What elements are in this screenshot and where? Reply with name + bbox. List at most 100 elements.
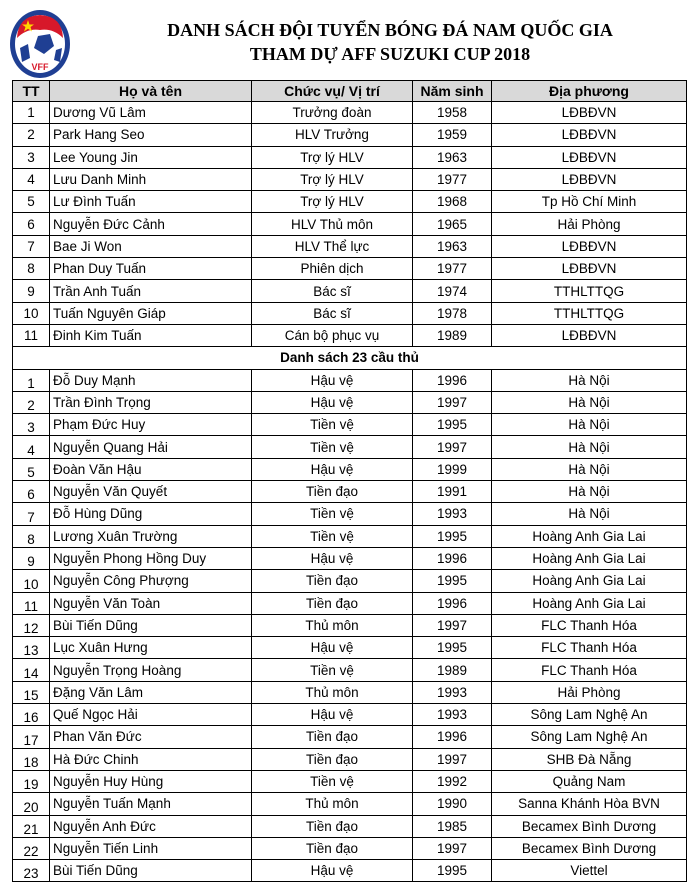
name-cell: Nguyễn Văn Toàn [49, 591, 252, 615]
name-cell: Bùi Tiến Dũng [49, 613, 252, 638]
location-cell: TTHLTTQG [491, 279, 687, 303]
role-cell: Hậu vệ [251, 546, 413, 571]
location-cell: FLC Thanh Hóa [491, 658, 687, 682]
role-cell: Thủ môn [251, 613, 413, 638]
location-cell: Hải Phòng [491, 680, 687, 705]
staff-row: 7 Bae Ji Won HLV Thể lực 1963 LĐBĐVN [12, 234, 687, 259]
birth-year-cell: 1963 [412, 145, 492, 169]
row-number-cell: 23 [12, 859, 50, 883]
row-number-cell: 4 [12, 167, 50, 192]
staff-row: 1 Dương Vũ Lâm Trưởng đoàn 1958 LĐBĐVN [12, 100, 687, 125]
birth-year-cell: 1993 [412, 502, 492, 526]
row-number-cell: 6 [12, 212, 50, 236]
row-number-cell: 11 [12, 591, 50, 615]
row-number-cell: 17 [12, 725, 50, 749]
document-title: DANH SÁCH ĐỘI TUYỂN BÓNG ĐÁ NAM QUỐC GIA… [90, 18, 690, 66]
section-label: Danh sách 23 cầu thủ [12, 346, 687, 370]
role-cell: Trợ lý HLV [251, 190, 413, 214]
name-cell: Park Hang Seo [49, 123, 252, 147]
name-cell: Lee Young Jin [49, 145, 252, 169]
row-number-cell: 11 [12, 323, 50, 348]
location-cell: Sanna Khánh Hòa BVN [491, 792, 687, 816]
player-row: 1 Đỗ Duy Mạnh Hậu vệ 1996 Hà Nội [12, 368, 687, 392]
location-cell: Hà Nội [491, 368, 687, 392]
row-number-cell: 3 [12, 145, 50, 169]
player-row: 3 Phạm Đức Huy Tiền vệ 1995 Hà Nội [12, 413, 687, 437]
header-year: Năm sinh [412, 80, 492, 102]
location-cell: LĐBĐVN [491, 145, 687, 169]
row-number-cell: 1 [12, 368, 50, 392]
name-cell: Phan Duy Tuấn [49, 257, 252, 281]
header-row: TT Họ và tên Chức vụ/ Vị trí Năm sinh Đị… [12, 80, 687, 102]
name-cell: Phan Văn Đức [49, 725, 252, 749]
staff-row: 5 Lư Đình Tuấn Trợ lý HLV 1968 Tp Hồ Chí Min… [12, 190, 687, 214]
role-cell: Trưởng đoàn [251, 100, 413, 125]
name-cell: Nguyễn Quang Hải [49, 435, 252, 459]
role-cell: Tiền vệ [251, 524, 413, 548]
player-row: 11 Nguyễn Văn Toàn Tiền đạo 1996 Hoàng Anh G… [12, 591, 687, 615]
row-number-cell: 9 [12, 546, 50, 571]
role-cell: Tiền vệ [251, 658, 413, 682]
location-cell: Hải Phòng [491, 212, 687, 236]
location-cell: SHB Đà Nẵng [491, 747, 687, 771]
staff-row: 11 Đinh Kim Tuấn Cán bộ phục vụ 1989 LĐBĐVN [12, 323, 687, 348]
staff-row: 2 Park Hang Seo HLV Trưởng 1959 LĐBĐVN [12, 123, 687, 147]
role-cell: Tiền đạo [251, 480, 413, 504]
birth-year-cell: 1989 [412, 658, 492, 682]
birth-year-cell: 1995 [412, 636, 492, 660]
birth-year-cell: 1996 [412, 591, 492, 615]
staff-row: 4 Lưu Danh Minh Trợ lý HLV 1977 LĐBĐVN [12, 167, 687, 192]
role-cell: Tiền đạo [251, 725, 413, 749]
birth-year-cell: 1996 [412, 725, 492, 749]
role-cell: Tiền vệ [251, 769, 413, 794]
name-cell: Bùi Tiến Dũng [49, 859, 252, 883]
role-cell: Tiền đạo [251, 814, 413, 838]
name-cell: Lương Xuân Trường [49, 524, 252, 548]
birth-year-cell: 1991 [412, 480, 492, 504]
location-cell: Hoàng Anh Gia Lai [491, 591, 687, 615]
row-number-cell: 12 [12, 613, 50, 638]
player-row: 22 Nguyễn Tiến Linh Tiền đạo 1997 Becamex Bì… [12, 836, 687, 861]
staff-row: 6 Nguyễn Đức Cảnh HLV Thủ môn 1965 Hải Phòng [12, 212, 687, 236]
name-cell: Nguyễn Anh Đức [49, 814, 252, 838]
player-row: 6 Nguyễn Văn Quyết Tiền đạo 1991 Hà Nội [12, 480, 687, 504]
player-row: 12 Bùi Tiến Dũng Thủ môn 1997 FLC Thanh Hóa [12, 613, 687, 638]
role-cell: Hậu vệ [251, 636, 413, 660]
location-cell: Tp Hồ Chí Minh [491, 190, 687, 214]
role-cell: Hậu vệ [251, 859, 413, 883]
role-cell: Hậu vệ [251, 457, 413, 482]
player-row: 15 Đặng Văn Lâm Thủ môn 1993 Hải Phòng [12, 680, 687, 705]
name-cell: Nguyễn Phong Hồng Duy [49, 546, 252, 571]
row-number-cell: 16 [12, 703, 50, 727]
role-cell: Hậu vệ [251, 368, 413, 392]
name-cell: Lưu Danh Minh [49, 167, 252, 192]
name-cell: Đoàn Văn Hậu [49, 457, 252, 482]
player-row: 4 Nguyễn Quang Hải Tiền vệ 1997 Hà Nội [12, 435, 687, 459]
birth-year-cell: 1995 [412, 859, 492, 883]
name-cell: Nguyễn Văn Quyết [49, 480, 252, 504]
header-name: Họ và tên [49, 80, 252, 102]
row-number-cell: 13 [12, 636, 50, 660]
location-cell: Hà Nội [491, 435, 687, 459]
location-cell: FLC Thanh Hóa [491, 636, 687, 660]
location-cell: LĐBĐVN [491, 323, 687, 348]
birth-year-cell: 1985 [412, 814, 492, 838]
player-row: 20 Nguyễn Tuấn Mạnh Thủ môn 1990 Sanna Khánh… [12, 792, 687, 816]
role-cell: HLV Thể lực [251, 234, 413, 259]
birth-year-cell: 1992 [412, 769, 492, 794]
role-cell: Tiền đạo [251, 591, 413, 615]
staff-row: 9 Trần Anh Tuấn Bác sĩ 1974 TTHLTTQG [12, 279, 687, 303]
location-cell: LĐBĐVN [491, 167, 687, 192]
location-cell: Hoàng Anh Gia Lai [491, 569, 687, 593]
row-number-cell: 2 [12, 390, 50, 415]
row-number-cell: 19 [12, 769, 50, 794]
header-role: Chức vụ/ Vị trí [251, 80, 413, 102]
location-cell: Hà Nội [491, 502, 687, 526]
name-cell: Trần Anh Tuấn [49, 279, 252, 303]
staff-row: 10 Tuấn Nguyên Giáp Bác sĩ 1978 TTHLTTQG [12, 301, 687, 325]
roster-table: TT Họ và tên Chức vụ/ Vị trí Năm sinh Đị… [12, 80, 687, 883]
player-row: 21 Nguyễn Anh Đức Tiền đạo 1985 Becamex Bình… [12, 814, 687, 838]
row-number-cell: 7 [12, 234, 50, 259]
title-line-1: DANH SÁCH ĐỘI TUYỂN BÓNG ĐÁ NAM QUỐC GIA [167, 20, 613, 40]
name-cell: Lư Đình Tuấn [49, 190, 252, 214]
